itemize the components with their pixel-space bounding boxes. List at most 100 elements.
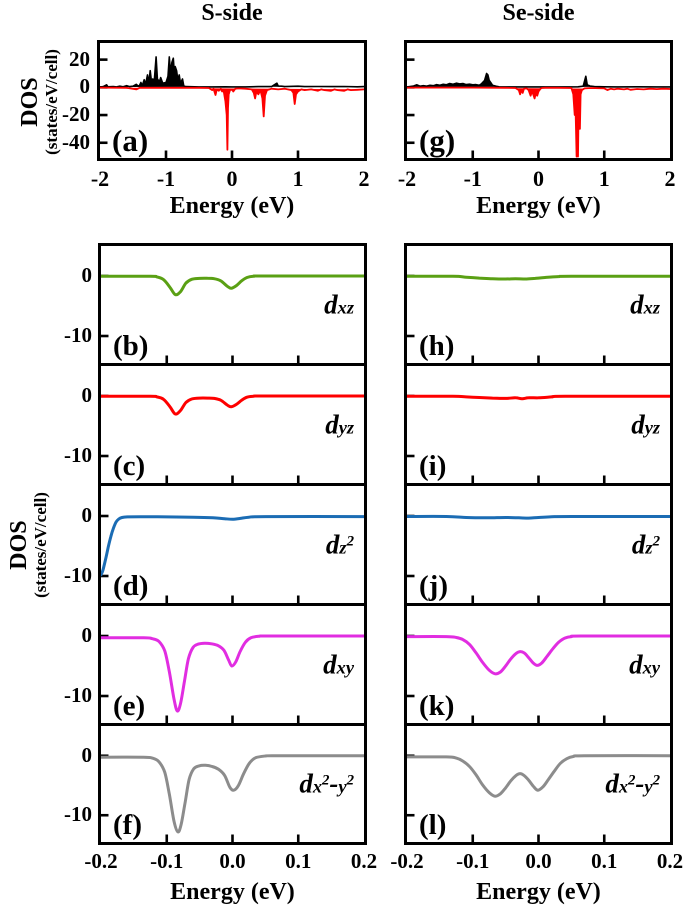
column-title-se-side: Se-side — [502, 0, 575, 26]
panel-l-letter: (l) — [419, 809, 447, 841]
x-tick-label: -0.2 — [390, 849, 424, 873]
x-tick-label: 1 — [292, 166, 304, 191]
dos-plot-a — [100, 56, 364, 158]
dos-plot-i — [407, 394, 670, 483]
panel-a-letter: (a) — [112, 123, 149, 158]
x-tick-label: 0.2 — [350, 849, 378, 873]
y-tick-label: -10 — [64, 443, 92, 468]
x-tick-label: -2 — [397, 166, 417, 191]
panel-f-letter: (f) — [113, 809, 142, 841]
panel-e-letter: (e) — [113, 690, 146, 722]
panel-k: (k) dxy — [407, 606, 670, 726]
orbital-label-dx2-y2: dx2-y2 — [299, 768, 354, 799]
x-tick-label: 0.2 — [656, 849, 684, 873]
column-title-s-side: S-side — [201, 0, 263, 26]
dos-plot-b — [101, 274, 364, 363]
panel-b: (b) dxz — [101, 246, 364, 366]
y-tick-label: -20 — [62, 102, 90, 127]
panel-j: (j) dz2 — [407, 486, 670, 606]
dos-plot-h — [407, 274, 670, 363]
x-tick-label: 2 — [664, 166, 676, 191]
y-tick-label: 0 — [81, 742, 93, 767]
x-tick-label: 2 — [358, 166, 370, 191]
panel-j-letter: (j) — [419, 570, 448, 602]
panel-c-letter: (c) — [113, 450, 146, 482]
panel-d-letter: (d) — [113, 570, 149, 602]
x-tick-labels-f: -0.2 -0.1 0.0 0.1 0.2 — [84, 849, 377, 876]
x-tick-label: 0.0 — [219, 849, 246, 873]
panel-i-letter: (i) — [419, 450, 447, 482]
panel-e: (e) dxy — [101, 606, 364, 726]
y-axis-title-bottom-main: DOS — [6, 520, 32, 570]
panel-l: (l) dx2-y2 — [407, 726, 670, 842]
y-tick-labels-f: 0 -10 — [44, 726, 92, 842]
dos-plot-g — [407, 58, 670, 158]
x-axis-title-top-left: Energy (eV) — [169, 193, 295, 219]
panel-b-letter: (b) — [113, 330, 149, 362]
dos-plot-k — [407, 634, 670, 723]
x-tick-label: 1 — [598, 166, 610, 191]
y-tick-label: 0 — [81, 623, 93, 648]
dos-plot-f — [101, 754, 364, 842]
dos-plot-d — [101, 514, 364, 603]
x-tick-label: -1 — [156, 166, 176, 191]
x-tick-label: 0 — [533, 166, 544, 191]
x-tick-label: 0.1 — [591, 849, 618, 873]
panel-k-letter: (k) — [419, 690, 455, 722]
orbital-label-dxy: dxy — [323, 649, 354, 679]
y-tick-label: 0 — [81, 383, 93, 408]
y-tick-label: -10 — [64, 323, 92, 348]
y-tick-label: -10 — [64, 802, 92, 827]
y-tick-labels-b: 0 -10 — [44, 246, 92, 363]
orbital-label-dxz: dxz — [630, 289, 660, 319]
orbital-label-dxy: dxy — [629, 649, 660, 679]
dos-plot-e — [101, 634, 364, 723]
y-tick-labels-e: 0 -10 — [44, 606, 92, 723]
orbital-label-dx2-y2: dx2-y2 — [605, 768, 660, 799]
y-tick-label: -40 — [62, 129, 90, 154]
y-axis-title-bottom: DOS (states/eV/cell) — [6, 445, 50, 645]
x-tick-label: -2 — [90, 166, 110, 191]
x-tick-labels-a: -2 -1 0 1 2 — [91, 166, 370, 193]
dos-plot-l — [407, 754, 670, 842]
y-tick-labels-c: 0 -10 — [44, 366, 92, 483]
column-s-side-orbitals: (b) dxz (c) dyz (d) dz2 (e) dxy (f) dx2-… — [98, 243, 367, 845]
panel-g-letter: (g) — [419, 123, 456, 158]
orbital-label-dyz: dyz — [325, 409, 354, 439]
panel-g: (g) — [404, 40, 673, 161]
x-axis-title-top-right: Energy (eV) — [476, 193, 601, 219]
dos-plot-j — [407, 514, 670, 603]
column-se-side-orbitals: (h) dxz (i) dyz (j) dz2 (k) dxy (l) dx2-… — [404, 243, 673, 845]
y-tick-label: 0 — [81, 503, 93, 528]
x-tick-labels-l: -0.2 -0.1 0.0 0.1 0.2 — [390, 849, 683, 876]
y-tick-label: -10 — [64, 683, 92, 708]
panel-d: (d) dz2 — [101, 486, 364, 606]
y-tick-label: 0 — [81, 263, 93, 288]
x-tick-label: -0.1 — [150, 849, 184, 873]
x-tick-label: -0.2 — [84, 849, 118, 873]
x-tick-label: 0.1 — [285, 849, 312, 873]
x-tick-label: -1 — [463, 166, 482, 191]
panel-h-letter: (h) — [419, 330, 455, 362]
y-tick-labels-d: 0 -10 — [44, 486, 92, 603]
y-tick-labels-a: 20 0 -20 -40 — [36, 43, 90, 158]
panel-i: (i) dyz — [407, 366, 670, 486]
orbital-label-dz2: dz2 — [325, 529, 354, 559]
x-axis-title-bottom-left: Energy (eV) — [170, 879, 295, 905]
x-tick-label: 0 — [226, 166, 238, 191]
panel-f: (f) dx2-y2 — [101, 726, 364, 842]
panel-c: (c) dyz — [101, 366, 364, 486]
x-tick-labels-g: -2 -1 0 1 2 — [398, 166, 676, 193]
x-tick-label: 0.0 — [525, 849, 552, 873]
orbital-label-dxz: dxz — [324, 289, 354, 319]
y-tick-label: 20 — [69, 46, 90, 71]
x-axis-title-bottom-right: Energy (eV) — [476, 879, 601, 905]
panel-a: (a) — [97, 40, 367, 161]
orbital-label-dyz: dyz — [631, 409, 660, 439]
x-tick-label: -0.1 — [456, 849, 490, 873]
orbital-label-dz2: dz2 — [631, 529, 660, 559]
y-tick-label: -10 — [64, 563, 92, 588]
panel-h: (h) dxz — [407, 246, 670, 366]
y-tick-label: 0 — [79, 74, 91, 99]
dos-plot-c — [101, 394, 364, 483]
